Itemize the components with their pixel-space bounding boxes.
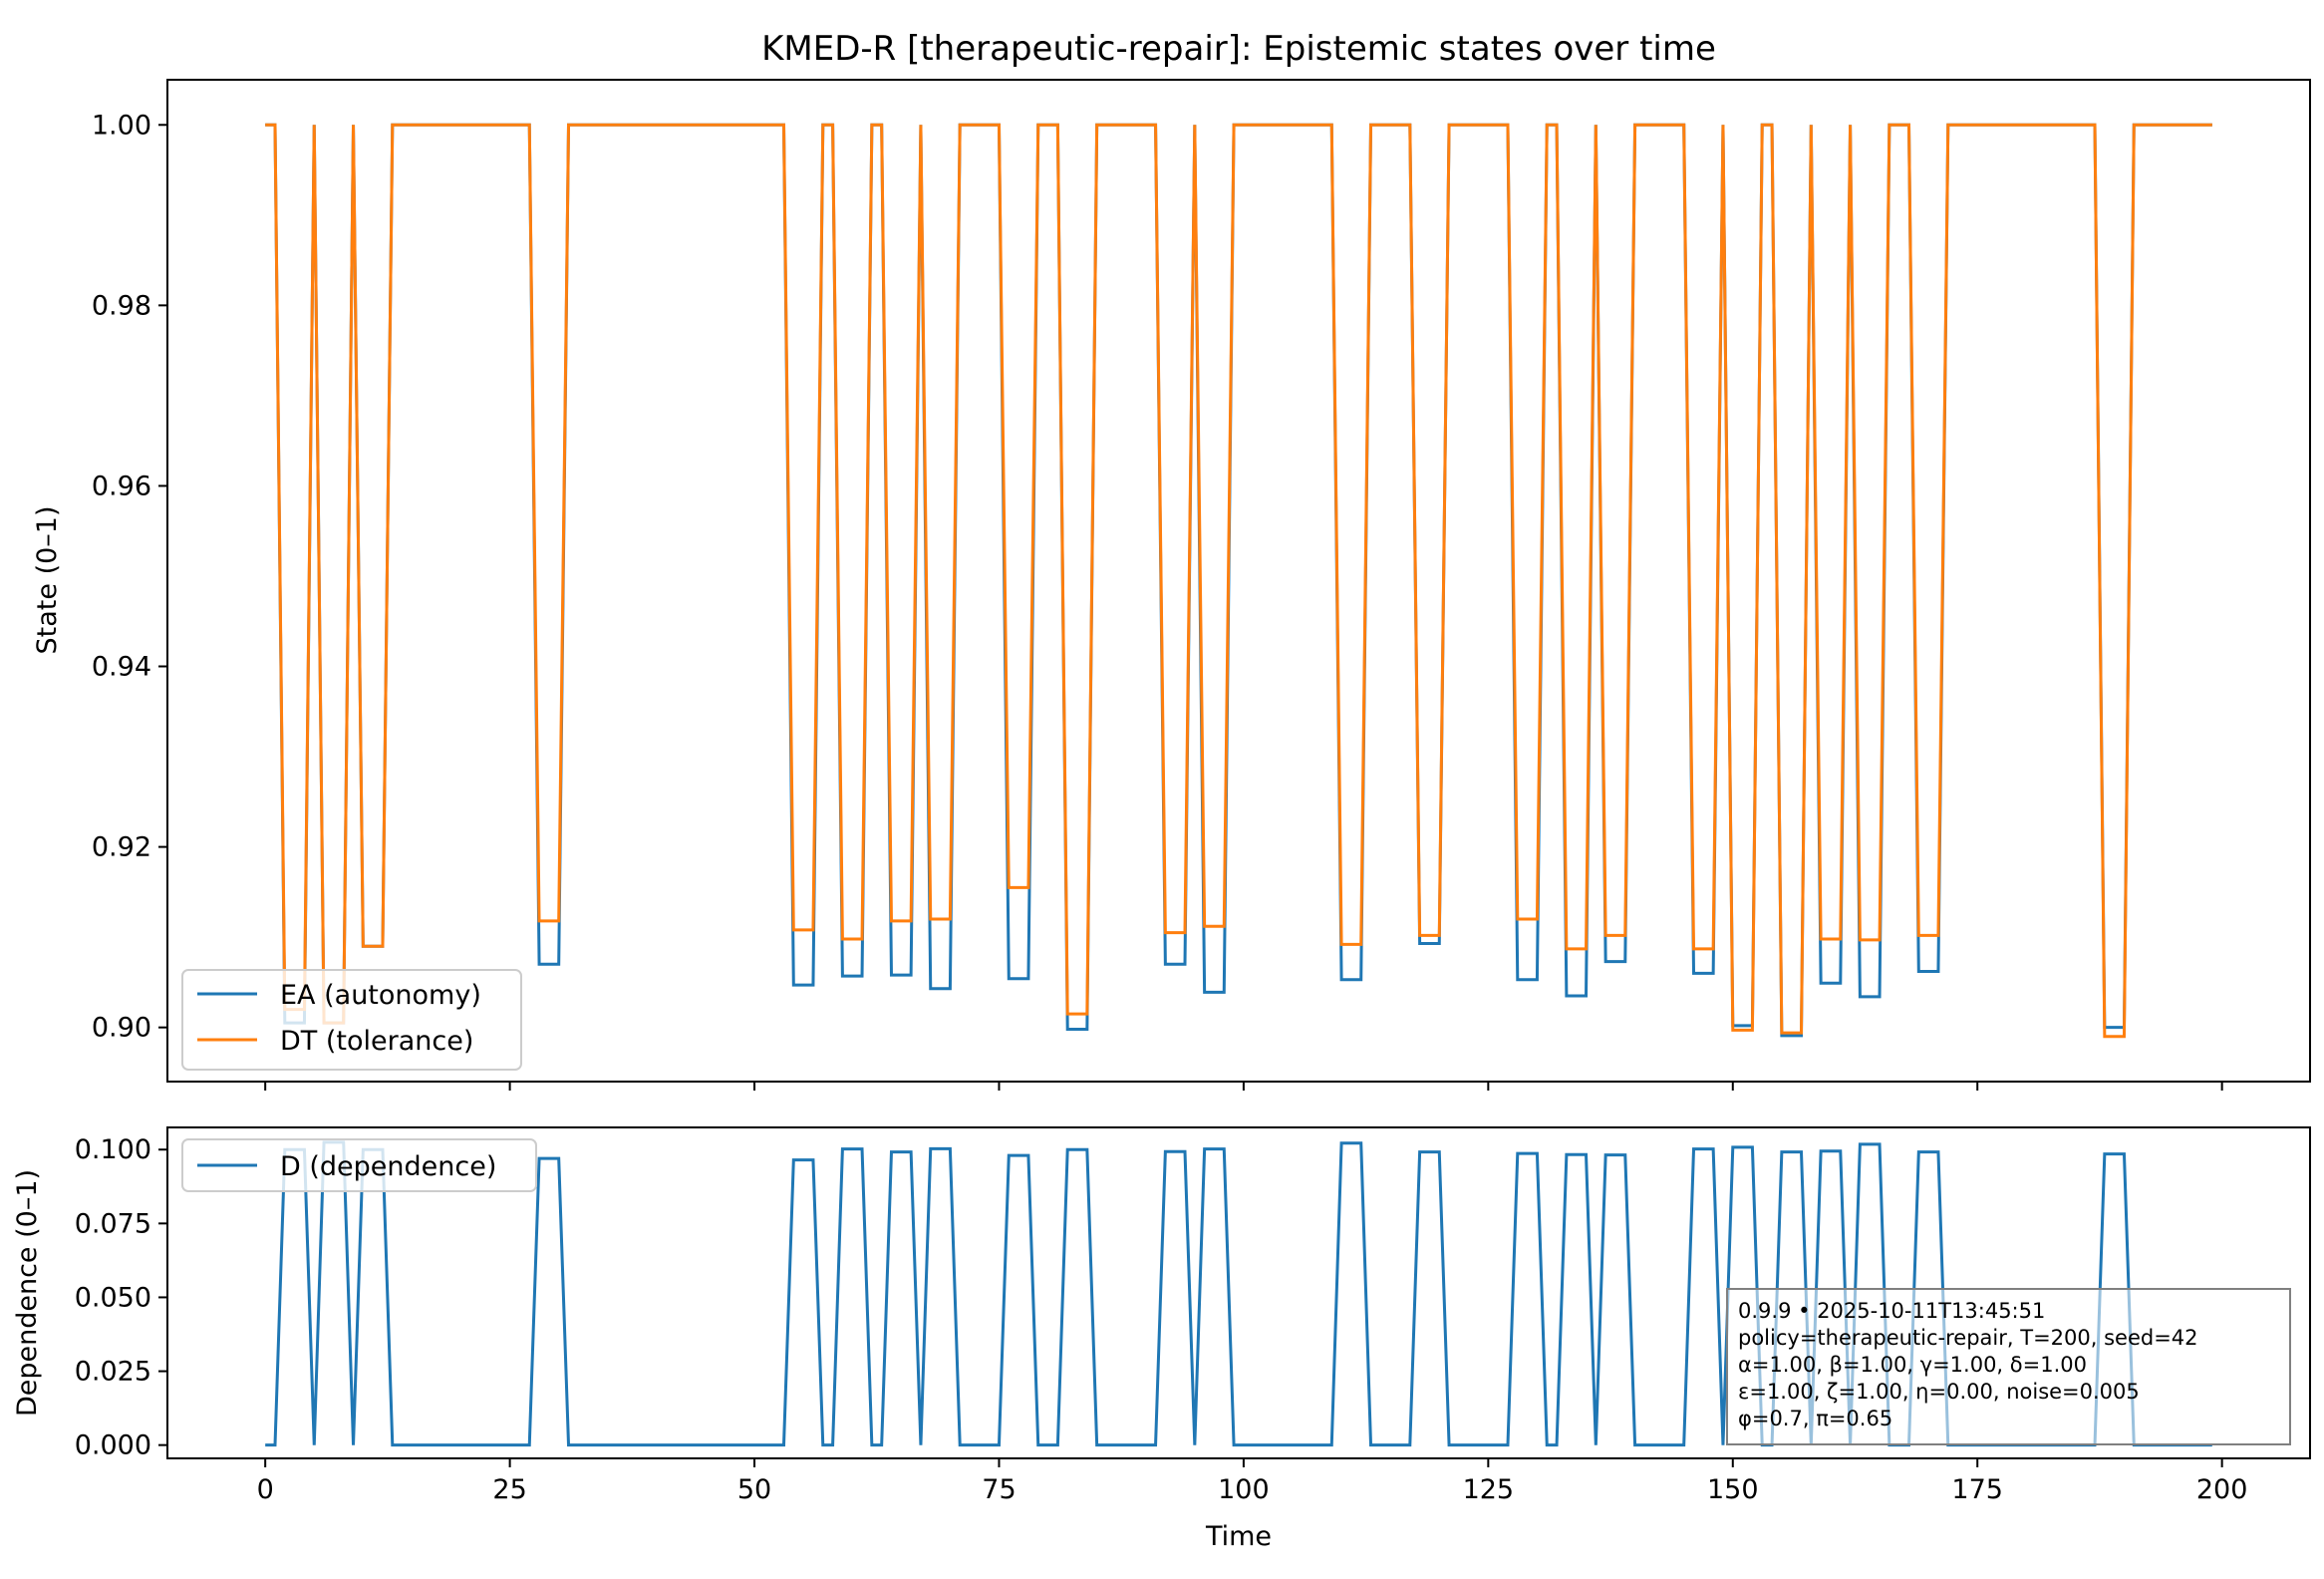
states-y-axis-label: State (0–1) — [32, 506, 63, 655]
states-series — [265, 123, 2212, 1039]
x-tick-label: 200 — [2196, 1474, 2248, 1505]
legend-label-ea: EA (autonomy) — [280, 980, 481, 1011]
run-info-line: ε=1.00, ζ=1.00, η=0.00, noise=0.005 — [1738, 1380, 2140, 1404]
dependence-y-tick-label: 0.075 — [75, 1208, 151, 1239]
chart-title: KMED-R [therapeutic-repair]: Epistemic s… — [761, 29, 1716, 69]
dependence-panel: 0 25 50 75 100 125 150 175 200 0.0000.0250.0500.… — [12, 1126, 2311, 1552]
states-x-ticks — [264, 1082, 2223, 1091]
x-tick-label: 100 — [1218, 1474, 1270, 1505]
dependence-legend-box — [181, 1138, 537, 1192]
x-tick-label: 125 — [1463, 1474, 1515, 1505]
x-axis-label: Time — [1205, 1521, 1272, 1552]
run-info-frame — [1726, 1288, 2291, 1445]
dependence-y-tick-label: 0.100 — [75, 1134, 151, 1165]
x-tick-label: 0 — [257, 1474, 274, 1505]
run-info-line: α=1.00, β=1.00, γ=1.00, δ=1.00 — [1738, 1353, 2087, 1377]
states-y-tick-label: 1.00 — [92, 110, 151, 141]
x-tick-label: 175 — [1951, 1474, 2003, 1505]
legend-label-d: D (dependence) — [280, 1151, 496, 1182]
dependence-y-axis-label: Dependence (0–1) — [12, 1169, 43, 1417]
dependence-legend: D (dependence) — [181, 1138, 537, 1192]
states-y-ticks: 0.90 0.92 0.94 0.96 0.98 1.00 — [92, 110, 167, 1044]
run-info-line: φ=0.7, π=0.65 — [1738, 1407, 1892, 1430]
dependence-series — [265, 1140, 2212, 1447]
states-y-tick-label: 0.94 — [92, 652, 151, 683]
legend-label-dt: DT (tolerance) — [280, 1026, 473, 1057]
states-y-tick-label: 0.96 — [92, 471, 151, 501]
dependence-y-tick-label: 0.025 — [75, 1357, 151, 1388]
dependence-y-tick-label: 0.000 — [75, 1430, 151, 1461]
x-tick-label: 75 — [982, 1474, 1016, 1505]
x-tick-label: 50 — [737, 1474, 771, 1505]
states-legend-box — [181, 969, 522, 1071]
states-series-line-1 — [265, 123, 2212, 1039]
dependence-series-line-0 — [265, 1140, 2212, 1447]
x-tick-label: 25 — [492, 1474, 526, 1505]
run-info-line: 0.9.9 • 2025-10-11T13:45:51 — [1738, 1299, 2045, 1323]
states-y-tick-label: 0.92 — [92, 832, 151, 863]
states-axes-frame — [166, 79, 2311, 1083]
run-info-box: 0.9.9 • 2025-10-11T13:45:51 policy=thera… — [1726, 1288, 2291, 1445]
states-y-tick-label: 0.98 — [92, 290, 151, 321]
states-legend: EA (autonomy) DT (tolerance) — [181, 969, 522, 1071]
dependence-axes-frame — [166, 1126, 2311, 1459]
states-y-tick-label: 0.90 — [92, 1013, 151, 1044]
dependence-y-ticks: 0.000 0.025 0.050 0.075 0.100 — [75, 1134, 167, 1461]
states-panel: KMED-R [therapeutic-repair]: Epistemic s… — [32, 29, 2311, 1091]
dependence-y-tick-label: 0.050 — [75, 1282, 151, 1313]
run-info-line: policy=therapeutic-repair, T=200, seed=4… — [1738, 1326, 2198, 1350]
dependence-x-ticks: 0 25 50 75 100 125 150 175 200 — [257, 1458, 2248, 1505]
x-tick-label: 150 — [1707, 1474, 1759, 1505]
